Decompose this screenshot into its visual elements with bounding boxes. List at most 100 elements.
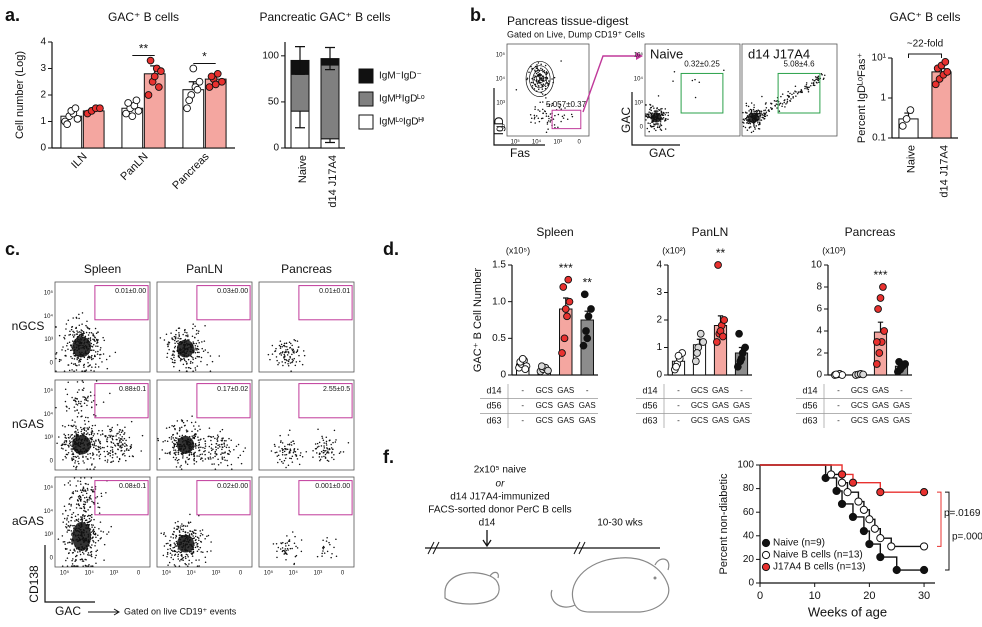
event-dot (68, 437, 70, 439)
flow-tick-label: 10⁵ (634, 52, 644, 59)
event-dot (87, 444, 89, 447)
event-dot (74, 515, 77, 518)
event-dot (82, 447, 84, 450)
data-point (122, 109, 130, 118)
event-dot (172, 547, 174, 549)
data-point (674, 351, 683, 360)
event-dot (87, 553, 89, 556)
event-dot (81, 453, 83, 455)
event-dot (73, 438, 76, 440)
event-dot (86, 458, 89, 460)
event-dot (207, 457, 209, 459)
event-dot (190, 544, 192, 546)
event-dot (87, 533, 89, 536)
event-dot (92, 489, 94, 491)
event-dot (667, 114, 669, 117)
event-dot (775, 100, 777, 102)
event-dot (194, 535, 197, 538)
event-dot (83, 444, 85, 446)
event-dot (530, 81, 533, 84)
event-dot (102, 531, 105, 533)
axis-arrow (493, 88, 545, 146)
event-dot (64, 400, 67, 403)
event-dot (81, 551, 84, 554)
event-dot (107, 531, 110, 533)
event-dot (67, 319, 70, 322)
event-dot (76, 337, 78, 340)
legend-label: Naive B cells (n=13) (773, 550, 863, 561)
event-dot (79, 558, 82, 561)
event-dot (289, 449, 292, 452)
event-dot (95, 562, 97, 565)
event-dot (83, 429, 86, 431)
event-dot (83, 517, 86, 520)
event-dot (83, 509, 85, 512)
event-dot (118, 437, 120, 439)
event-dot (165, 542, 168, 545)
event-dot (757, 127, 760, 130)
data-point (719, 332, 727, 341)
event-dot (84, 416, 87, 419)
event-dot (179, 447, 181, 450)
event-dot (176, 525, 178, 527)
event-dot (290, 370, 292, 372)
event-dot (530, 121, 532, 124)
event-dot (230, 439, 232, 441)
event-dot (111, 456, 114, 459)
event-dot (66, 345, 68, 347)
event-dot (170, 549, 173, 552)
event-dot (691, 79, 694, 82)
event-dot (287, 434, 290, 436)
event-dot (816, 78, 818, 80)
event-dot (649, 124, 652, 127)
event-dot (85, 369, 88, 371)
event-dot (98, 455, 100, 457)
event-dot (95, 338, 98, 341)
event-dot (723, 69, 725, 71)
event-dot (280, 460, 283, 463)
event-dot (178, 369, 181, 372)
table-cell: - (837, 401, 840, 410)
event-dot (194, 546, 197, 549)
panel-subtitle: Gated on Live, Dump CD19⁺ Cells (507, 29, 645, 39)
event-dot (193, 542, 195, 544)
event-dot (90, 519, 93, 521)
legend-label: IgMᴴⁱIgDᴸᵒ (379, 94, 425, 105)
event-dot (72, 565, 74, 567)
event-dot (118, 441, 121, 443)
event-dot (85, 456, 87, 458)
event-dot (187, 537, 189, 539)
event-dot (73, 477, 76, 479)
event-dot (99, 434, 102, 436)
event-dot (177, 449, 179, 452)
event-dot (86, 326, 88, 328)
event-dot (93, 370, 95, 372)
event-dot (791, 93, 793, 96)
event-dot (121, 435, 123, 438)
data-point (875, 349, 884, 357)
event-density (72, 336, 92, 358)
mouse-eye (653, 576, 657, 580)
event-dot (287, 443, 289, 446)
event-dot (185, 533, 187, 536)
event-dot (645, 113, 647, 115)
event-dot (61, 349, 63, 351)
event-dot (73, 358, 76, 360)
event-dot (302, 350, 305, 352)
event-dot (330, 556, 332, 559)
event-dot (88, 357, 91, 359)
event-dot (183, 346, 185, 349)
event-dot (73, 465, 75, 468)
event-dot (747, 116, 749, 119)
event-dot (531, 84, 534, 87)
event-dot (97, 350, 99, 353)
event-dot (68, 334, 70, 336)
event-dot (75, 530, 78, 532)
event-dot (183, 351, 185, 353)
y-tick-label: 10 (811, 260, 823, 271)
legend-marker (761, 562, 771, 572)
event-dot (652, 125, 655, 128)
event-marker (848, 478, 858, 487)
event-dot (270, 450, 273, 452)
event-dot (288, 341, 291, 344)
